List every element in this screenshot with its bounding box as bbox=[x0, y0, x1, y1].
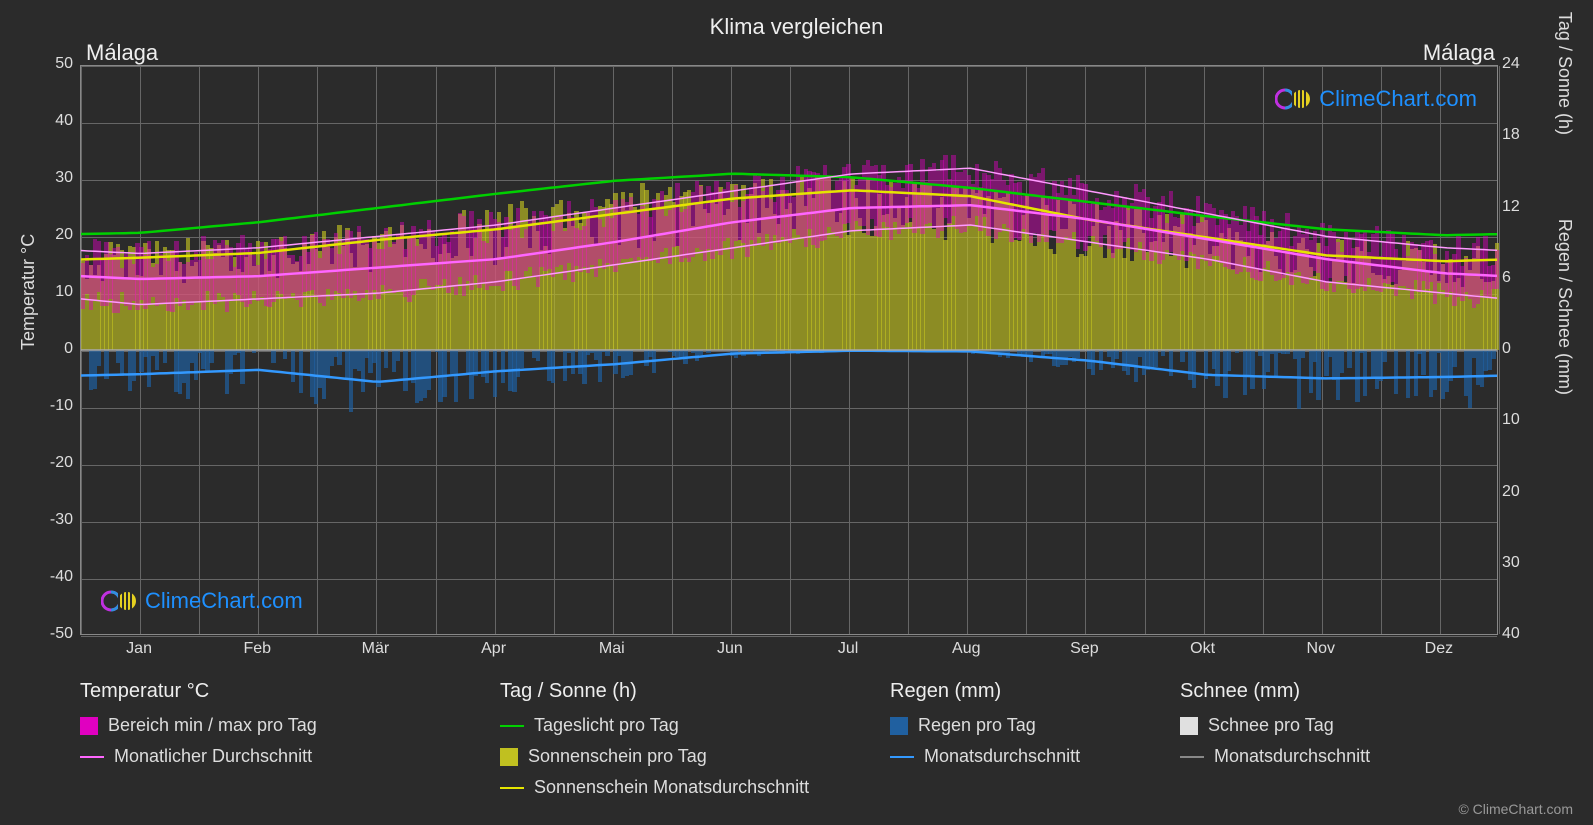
xtick-month: Jul bbox=[818, 640, 878, 658]
legend-item: Schnee pro Tag bbox=[1180, 715, 1370, 736]
legend-label: Bereich min / max pro Tag bbox=[108, 715, 317, 736]
legend-line bbox=[80, 756, 104, 758]
logo-bottom: ClimeChart.com bbox=[101, 588, 303, 614]
ytick-left: 30 bbox=[33, 169, 73, 187]
xtick-month: Jun bbox=[700, 640, 760, 658]
y-axis-right-top-label: Tag / Sonne (h) bbox=[1554, 12, 1575, 135]
ytick-left: 10 bbox=[33, 283, 73, 301]
legend-swatch bbox=[890, 717, 908, 735]
legend-item: Monatlicher Durchschnitt bbox=[80, 746, 317, 767]
ytick-left: -10 bbox=[33, 397, 73, 415]
location-right: Málaga bbox=[1423, 40, 1495, 66]
legend-item: Regen pro Tag bbox=[890, 715, 1080, 736]
xtick-month: Feb bbox=[227, 640, 287, 658]
ytick-left: 20 bbox=[33, 226, 73, 244]
ytick-right-mm: 10 bbox=[1502, 411, 1520, 429]
logo-text: ClimeChart.com bbox=[145, 588, 303, 614]
legend-swatch bbox=[80, 717, 98, 735]
xtick-month: Sep bbox=[1054, 640, 1114, 658]
legend-line bbox=[500, 725, 524, 727]
legend-group-title: Tag / Sonne (h) bbox=[500, 680, 809, 703]
legend-label: Regen pro Tag bbox=[918, 715, 1036, 736]
y-axis-right-bottom-label: Regen / Schnee (mm) bbox=[1554, 219, 1575, 395]
ytick-left: -40 bbox=[33, 568, 73, 586]
xtick-month: Apr bbox=[464, 640, 524, 658]
legend-label: Monatsdurchschnitt bbox=[924, 746, 1080, 767]
ytick-right-hours: 6 bbox=[1502, 269, 1511, 287]
legend-swatch bbox=[1180, 717, 1198, 735]
ytick-left: -20 bbox=[33, 454, 73, 472]
location-left: Málaga bbox=[86, 40, 158, 66]
legend-item: Sonnenschein pro Tag bbox=[500, 746, 809, 767]
ytick-right-mm: 40 bbox=[1502, 625, 1520, 643]
ytick-right-hours: 24 bbox=[1502, 55, 1520, 73]
logo-top: ClimeChart.com bbox=[1275, 86, 1477, 112]
legend-label: Monatsdurchschnitt bbox=[1214, 746, 1370, 767]
xtick-month: Nov bbox=[1291, 640, 1351, 658]
legend-group-title: Temperatur °C bbox=[80, 680, 317, 703]
xtick-month: Okt bbox=[1173, 640, 1233, 658]
copyright: © ClimeChart.com bbox=[1458, 801, 1573, 817]
legend-line bbox=[890, 756, 914, 758]
legend-label: Schnee pro Tag bbox=[1208, 715, 1334, 736]
legend-item: Monatsdurchschnitt bbox=[1180, 746, 1370, 767]
legend-label: Sonnenschein pro Tag bbox=[528, 746, 707, 767]
xtick-month: Mai bbox=[582, 640, 642, 658]
legend-item: Bereich min / max pro Tag bbox=[80, 715, 317, 736]
xtick-month: Mär bbox=[345, 640, 405, 658]
ytick-right-hours: 0 bbox=[1502, 340, 1511, 358]
legend-item: Sonnenschein Monatsdurchschnitt bbox=[500, 777, 809, 798]
ytick-left: -50 bbox=[33, 625, 73, 643]
ytick-left: 50 bbox=[33, 55, 73, 73]
chart-title: Klima vergleichen bbox=[0, 14, 1593, 40]
ytick-left: -30 bbox=[33, 511, 73, 529]
ytick-right-hours: 18 bbox=[1502, 126, 1520, 144]
legend-label: Sonnenschein Monatsdurchschnitt bbox=[534, 777, 809, 798]
legend-line bbox=[500, 787, 524, 789]
legend-item: Tageslicht pro Tag bbox=[500, 715, 809, 736]
legend-label: Monatlicher Durchschnitt bbox=[114, 746, 312, 767]
ytick-right-hours: 12 bbox=[1502, 198, 1520, 216]
ytick-left: 40 bbox=[33, 112, 73, 130]
legend-swatch bbox=[500, 748, 518, 766]
legend-line bbox=[1180, 756, 1204, 758]
ytick-right-mm: 30 bbox=[1502, 554, 1520, 572]
xtick-month: Aug bbox=[936, 640, 996, 658]
ytick-right-mm: 20 bbox=[1502, 483, 1520, 501]
ytick-left: 0 bbox=[33, 340, 73, 358]
xtick-month: Jan bbox=[109, 640, 169, 658]
legend-group-title: Regen (mm) bbox=[890, 680, 1080, 703]
legend-group-title: Schnee (mm) bbox=[1180, 680, 1370, 703]
plot-area: ClimeChart.com ClimeChart.com bbox=[80, 65, 1498, 635]
logo-text: ClimeChart.com bbox=[1319, 86, 1477, 112]
legend-item: Monatsdurchschnitt bbox=[890, 746, 1080, 767]
xtick-month: Dez bbox=[1409, 640, 1469, 658]
legend-label: Tageslicht pro Tag bbox=[534, 715, 679, 736]
